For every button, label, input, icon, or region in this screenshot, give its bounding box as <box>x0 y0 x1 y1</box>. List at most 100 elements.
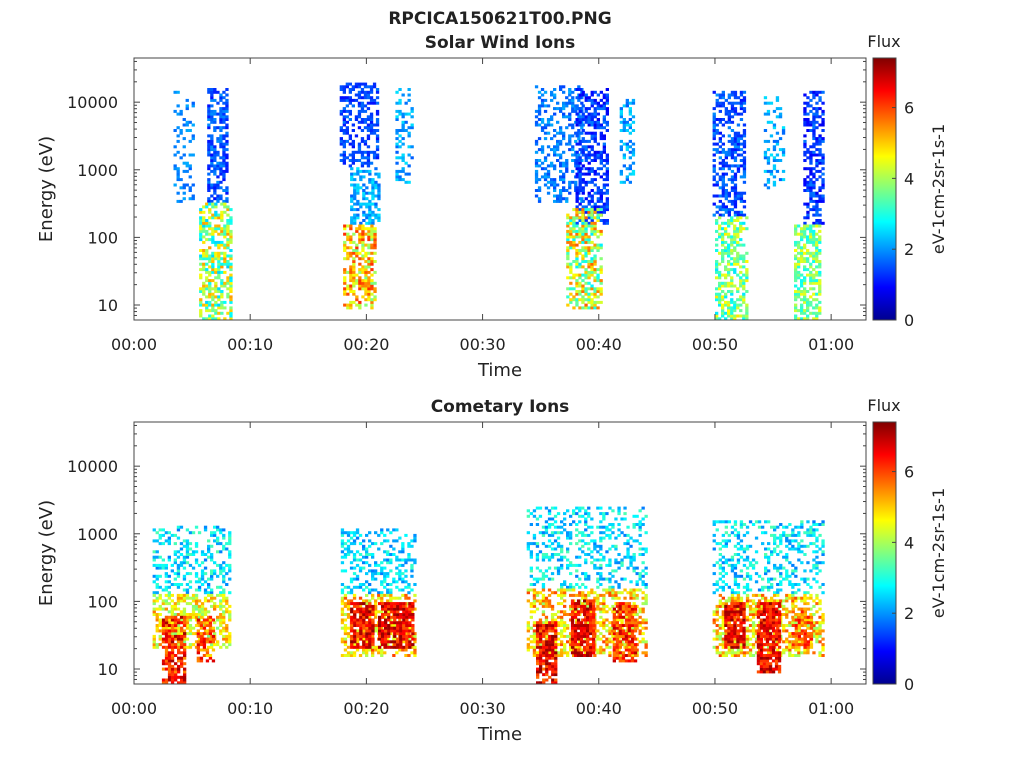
heatmap-cell <box>541 129 544 132</box>
heatmap-cell <box>341 619 344 622</box>
heatmap-cell <box>605 578 608 581</box>
colorbar-title: Flux <box>867 32 900 51</box>
heatmap-cell <box>603 151 606 154</box>
heatmap-cell <box>585 107 588 110</box>
heatmap-cell <box>596 208 599 211</box>
heatmap-cell <box>213 173 216 176</box>
heatmap-cell <box>367 282 370 285</box>
heatmap-cell <box>168 594 171 597</box>
heatmap-cell <box>344 605 347 608</box>
heatmap-cell <box>356 216 359 219</box>
heatmap-cell <box>353 567 356 570</box>
heatmap-cell <box>376 124 379 127</box>
heatmap-cell <box>553 148 556 151</box>
heatmap-cell <box>376 148 379 151</box>
heatmap-cell <box>597 189 600 192</box>
heatmap-cell <box>611 509 614 512</box>
heatmap-cell <box>370 287 373 290</box>
heatmap-cell <box>815 154 818 157</box>
heatmap-cell <box>367 252 370 255</box>
heatmap-cell <box>153 556 156 559</box>
heatmap-cell <box>177 597 180 600</box>
heatmap-cell <box>362 219 365 222</box>
heatmap-cell <box>591 124 594 127</box>
heatmap-cell <box>812 214 815 217</box>
heatmap-cell <box>229 235 232 238</box>
heatmap-cell <box>542 578 545 581</box>
heatmap-cell <box>553 134 556 137</box>
heatmap-cell <box>413 640 416 643</box>
heatmap-cell <box>809 235 812 238</box>
heatmap-cell <box>352 145 355 148</box>
heatmap-cell <box>554 526 557 529</box>
heatmap-cell <box>177 599 180 602</box>
heatmap-cell <box>603 143 606 146</box>
heatmap-cell <box>219 121 222 124</box>
heatmap-cell <box>590 561 593 564</box>
heatmap-cell <box>815 94 818 97</box>
heatmap-cell <box>722 143 725 146</box>
heatmap-cell <box>341 608 344 611</box>
heatmap-cell <box>722 175 725 178</box>
heatmap-cell <box>600 279 603 282</box>
heatmap-cell <box>797 274 800 277</box>
heatmap-cell <box>742 285 745 288</box>
heatmap-cell <box>639 548 642 551</box>
heatmap-cell <box>171 673 174 676</box>
heatmap-cell <box>737 140 740 143</box>
heatmap-cell <box>373 230 376 233</box>
heatmap-cell <box>367 295 370 298</box>
heatmap-cell <box>402 115 405 118</box>
heatmap-cell <box>803 287 806 290</box>
heatmap-cell <box>739 276 742 279</box>
heatmap-cell <box>373 244 376 247</box>
heatmap-cell <box>381 621 384 624</box>
heatmap-cell <box>578 265 581 268</box>
heatmap-cell <box>617 586 620 589</box>
heatmap-cell <box>629 124 632 127</box>
heatmap-cell <box>606 205 609 208</box>
heatmap-cell <box>350 643 353 646</box>
heatmap-cell <box>779 159 782 162</box>
heatmap-cell <box>374 186 377 189</box>
heatmap-cell <box>803 295 806 298</box>
heatmap-cell <box>642 580 645 583</box>
heatmap-cell <box>725 162 728 165</box>
heatmap-cell <box>202 235 205 238</box>
heatmap-cell <box>350 654 353 657</box>
heatmap-cell <box>724 227 727 230</box>
heatmap-cell <box>349 276 352 279</box>
heatmap-cell <box>740 134 743 137</box>
heatmap-cell <box>579 96 582 99</box>
heatmap-cell <box>206 659 209 662</box>
heatmap-cell <box>636 583 639 586</box>
heatmap-cell <box>733 249 736 252</box>
heatmap-cell <box>404 580 407 583</box>
heatmap-cell <box>349 143 352 146</box>
heatmap-cell <box>211 216 214 219</box>
heatmap-cell <box>219 624 222 627</box>
heatmap-cell <box>818 189 821 192</box>
heatmap-cell <box>544 99 547 102</box>
heatmap-cell <box>370 118 373 121</box>
heatmap-cell <box>220 295 223 298</box>
heatmap-cell <box>180 548 183 551</box>
heatmap-cell <box>581 298 584 301</box>
heatmap-cell <box>596 586 599 589</box>
heatmap-cell <box>585 197 588 200</box>
heatmap-cell <box>608 586 611 589</box>
heatmap-cell <box>205 276 208 279</box>
heatmap-cell <box>600 154 603 157</box>
heatmap-cell <box>177 646 180 649</box>
heatmap-cell <box>782 132 785 135</box>
heatmap-cell <box>809 178 812 181</box>
heatmap-cell <box>815 246 818 249</box>
heatmap-cell <box>731 115 734 118</box>
heatmap-cell <box>204 597 207 600</box>
heatmap-cell <box>743 134 746 137</box>
heatmap-cell <box>596 290 599 293</box>
heatmap-cell <box>183 657 186 660</box>
heatmap-cell <box>384 613 387 616</box>
heatmap-cell <box>569 233 572 236</box>
heatmap-cell <box>821 181 824 184</box>
